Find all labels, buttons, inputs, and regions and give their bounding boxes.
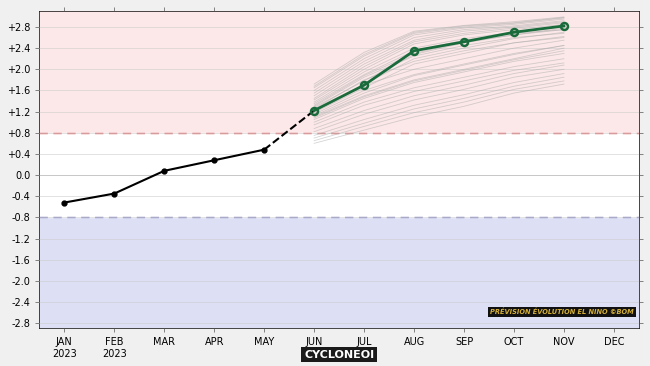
Text: CYCLONEOI: CYCLONEOI xyxy=(304,350,374,359)
Bar xyxy=(40,217,639,328)
Bar xyxy=(40,133,639,217)
Bar xyxy=(40,11,639,133)
Text: PRÉVISION ÉVOLUTION EL NINO ©BOM: PRÉVISION ÉVOLUTION EL NINO ©BOM xyxy=(490,309,634,315)
